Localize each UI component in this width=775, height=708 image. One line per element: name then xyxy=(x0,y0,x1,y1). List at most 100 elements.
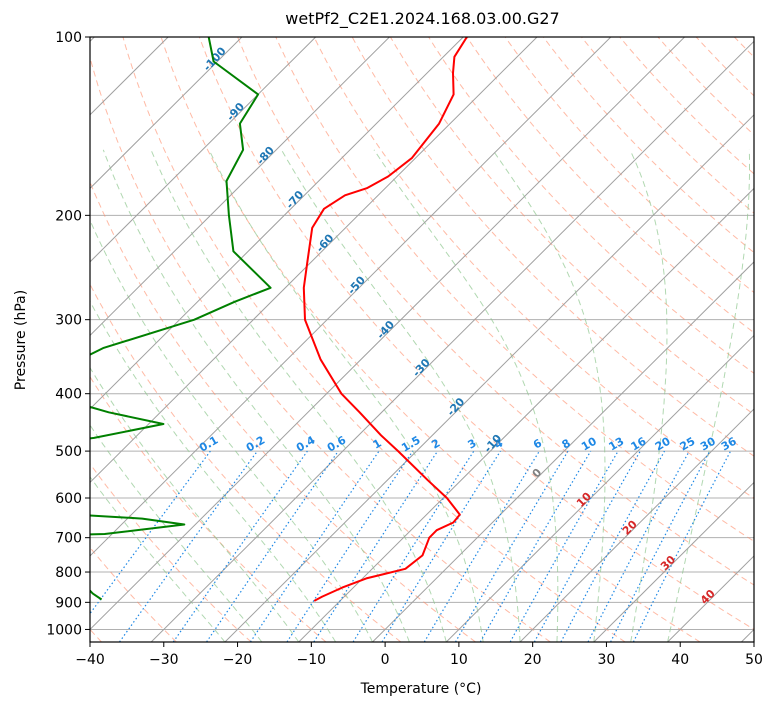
x-tick-label: −20 xyxy=(223,652,253,668)
dry-adiabat xyxy=(90,462,252,642)
x-tick-label: −30 xyxy=(149,652,179,668)
mixing-ratio-line xyxy=(352,450,475,642)
isotherm-label: -40 xyxy=(374,318,397,342)
mixing-ratio-line xyxy=(509,450,619,642)
isotherm xyxy=(224,114,754,642)
moist-adiabat xyxy=(373,149,559,642)
chart-title: wetPf2_C2E1.2024.168.03.00.G27 xyxy=(285,9,560,28)
isotherm xyxy=(90,37,612,557)
moist-adiabat-label: 40 xyxy=(698,587,718,607)
isotherm xyxy=(593,481,754,642)
dry-adiabat xyxy=(90,283,402,642)
y-tick-label: 100 xyxy=(55,30,82,46)
mixing-ratio-line xyxy=(560,450,666,642)
x-tick-label: −40 xyxy=(75,652,105,668)
x-tick-label: 40 xyxy=(671,652,689,668)
y-tick-label: 300 xyxy=(55,313,82,329)
moist-adiabat xyxy=(90,476,226,642)
background-guides xyxy=(90,37,754,642)
y-tick-label: 1000 xyxy=(46,622,82,638)
isotherm xyxy=(90,37,464,410)
isotherm xyxy=(150,40,754,642)
mixing-ratio-line xyxy=(533,450,641,642)
x-tick-label: 50 xyxy=(745,652,763,668)
y-tick-label: 600 xyxy=(55,491,82,507)
mixing-ratio-line xyxy=(423,450,540,642)
y-tick-label: 800 xyxy=(55,565,82,581)
isotherm xyxy=(445,334,754,642)
y-tick-label: 200 xyxy=(55,208,82,224)
dry-adiabat xyxy=(504,37,754,294)
mixing-ratio-label: 2 xyxy=(429,437,442,452)
dry-adiabat xyxy=(389,37,754,416)
dry-adiabat xyxy=(122,37,626,642)
mixing-ratio-line xyxy=(632,450,732,642)
dry-adiabat xyxy=(542,37,754,254)
mixing-ratio-line xyxy=(90,450,211,615)
moist-adiabat xyxy=(90,366,300,642)
x-tick-label: 0 xyxy=(381,652,390,668)
moist-adiabat xyxy=(492,149,606,642)
moist-adiabat xyxy=(667,149,750,642)
moist-adiabat-label: 10 xyxy=(574,490,594,510)
dry-adiabat xyxy=(90,180,476,642)
dry-adiabat xyxy=(198,37,754,631)
x-axis-title: Temperature (°C) xyxy=(360,681,482,697)
isotherm-label: -90 xyxy=(224,100,247,124)
moist-adiabat xyxy=(208,149,484,642)
mixing-ratio-line xyxy=(206,450,339,642)
mixing-ratio-line xyxy=(286,450,414,642)
dewpoint-profile-line xyxy=(90,37,272,601)
dry-adiabat xyxy=(237,37,754,586)
isotherm-label: -70 xyxy=(283,188,306,212)
isotherm xyxy=(519,408,754,642)
isotherm xyxy=(372,261,754,642)
y-tick-label: 500 xyxy=(55,444,82,460)
moist-adiabat xyxy=(150,149,447,642)
mixing-ratio-line xyxy=(172,450,308,642)
moist-adiabat xyxy=(629,149,668,642)
dry-adiabat xyxy=(90,55,551,642)
isotherm xyxy=(90,37,390,337)
dry-adiabat xyxy=(275,37,754,542)
x-tick-label: 30 xyxy=(598,652,616,668)
dry-adiabat xyxy=(351,37,754,457)
isotherm-label: -80 xyxy=(254,144,277,168)
dry-adiabat xyxy=(466,37,754,334)
y-axis-title: Pressure (hPa) xyxy=(13,290,29,390)
dry-adiabat xyxy=(90,375,327,642)
profiles xyxy=(90,37,468,602)
dry-adiabat xyxy=(619,37,754,175)
moist-adiabat xyxy=(90,218,373,642)
y-tick-label: 900 xyxy=(55,595,82,611)
x-tick-label: 20 xyxy=(524,652,542,668)
temperature-profile-line xyxy=(302,37,468,602)
moist-adiabat xyxy=(281,149,521,642)
dry-adiabat xyxy=(581,37,754,214)
isotherm xyxy=(90,37,538,484)
isotherm xyxy=(90,37,243,190)
isotherm xyxy=(298,187,754,642)
dry-adiabat xyxy=(160,37,701,642)
dry-adiabat xyxy=(428,37,754,374)
isotherm xyxy=(90,37,685,631)
mixing-ratio-line xyxy=(313,450,439,642)
mixing-ratio-line xyxy=(381,450,502,642)
plot-frame xyxy=(89,36,755,643)
moist-adiabat xyxy=(102,149,410,642)
isotherm-label: -10 xyxy=(481,432,504,456)
mixing-ratio-line xyxy=(249,450,380,642)
mixing-ratio-line xyxy=(454,450,569,642)
mixing-ratio-label: 6 xyxy=(531,436,544,451)
isotherm xyxy=(667,555,754,642)
isotherm-label: -60 xyxy=(314,231,337,255)
x-tick-label: 10 xyxy=(450,652,468,668)
y-tick-label: 400 xyxy=(55,387,82,403)
mixing-ratio-line xyxy=(119,450,258,642)
y-tick-label: 700 xyxy=(55,531,82,547)
moist-adiabat-label: 20 xyxy=(620,517,640,537)
dry-adiabat xyxy=(695,37,754,97)
axis-ticks: −40 −30 −20 −10 0 10 20 30 40 50 100 200 300 400 500 60… xyxy=(46,30,763,668)
moist-adiabat xyxy=(90,424,263,642)
